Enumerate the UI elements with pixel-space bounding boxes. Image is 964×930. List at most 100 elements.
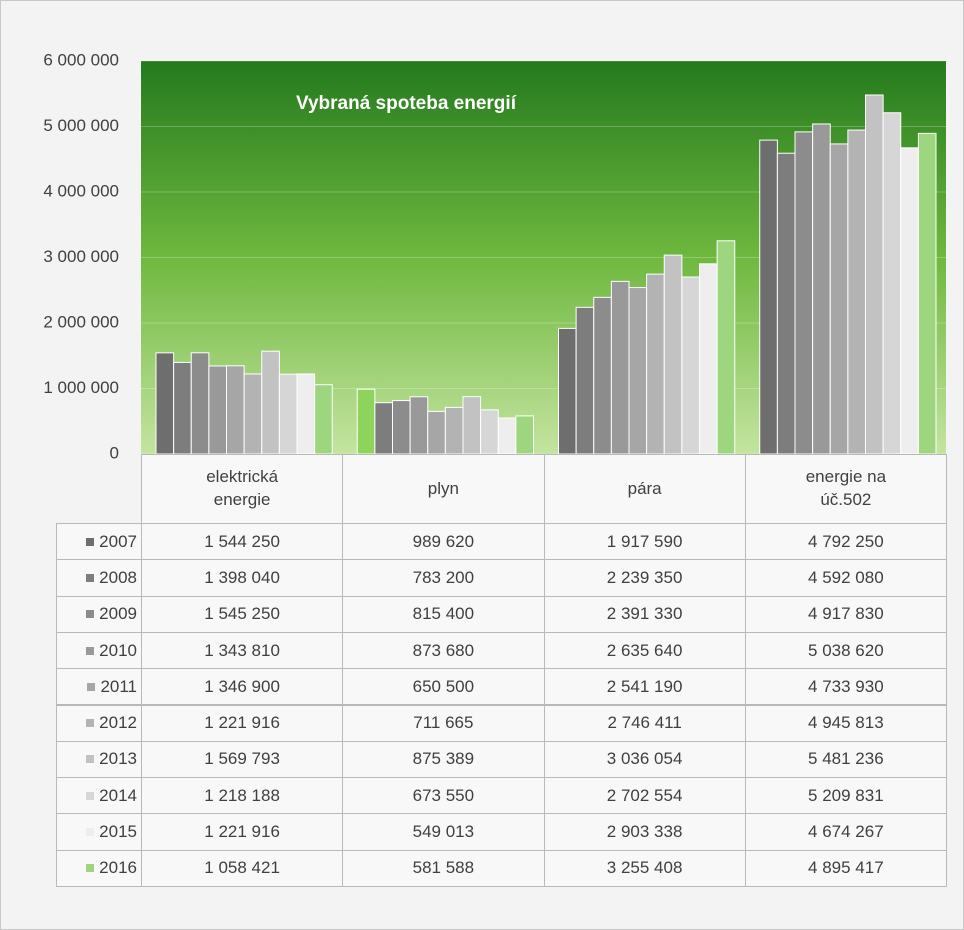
data-label-text: 989 620 bbox=[412, 531, 475, 551]
legend-entry: 2012 bbox=[56, 704, 142, 742]
bar bbox=[847, 129, 866, 455]
data-label: 1 917 590 bbox=[543, 523, 746, 561]
legend-key bbox=[86, 646, 95, 655]
category-header: plyn bbox=[342, 454, 545, 524]
data-label-text: 1 343 810 bbox=[204, 640, 280, 660]
y-tick-label: 0 bbox=[110, 443, 119, 462]
legend-entry: 2008 bbox=[56, 559, 142, 597]
y-tick-label: 5 000 000 bbox=[43, 116, 119, 135]
bar bbox=[716, 240, 736, 455]
data-label: 1 218 188 bbox=[141, 777, 344, 815]
data-label-text: 2 239 350 bbox=[606, 567, 683, 587]
legend-label: 2015 bbox=[99, 822, 137, 842]
y-tick-label: 2 000 000 bbox=[43, 312, 119, 331]
data-label-text: 3 255 408 bbox=[606, 858, 683, 878]
data-label-text: 5 038 620 bbox=[808, 640, 884, 660]
data-label: 2 391 330 bbox=[543, 595, 746, 633]
data-label-text: 5 209 831 bbox=[808, 785, 884, 805]
legend-label: 2011 bbox=[100, 676, 137, 696]
bar bbox=[917, 132, 937, 455]
data-label: 5 038 620 bbox=[744, 631, 947, 670]
bar bbox=[444, 406, 464, 455]
data-label-text: 815 400 bbox=[412, 604, 475, 624]
data-label: 875 389 bbox=[342, 740, 545, 779]
legend-key bbox=[86, 610, 95, 619]
data-label-text: 2 903 338 bbox=[606, 822, 683, 842]
bar bbox=[865, 94, 884, 455]
bar bbox=[427, 410, 446, 455]
data-label-text: 2 541 190 bbox=[606, 676, 683, 696]
bar bbox=[593, 296, 612, 455]
data-label-text: 4 592 080 bbox=[808, 567, 884, 587]
data-label: 1 545 250 bbox=[141, 595, 344, 633]
data-label-text: 1 569 793 bbox=[204, 749, 280, 769]
legend-label: 2016 bbox=[99, 858, 137, 878]
data-label-text: 1 544 250 bbox=[204, 531, 280, 551]
data-label: 2 702 554 bbox=[543, 777, 746, 815]
legend-label: 2013 bbox=[99, 749, 137, 769]
bar bbox=[462, 396, 482, 455]
data-label-text: 4 895 417 bbox=[808, 858, 884, 878]
bar bbox=[480, 409, 499, 455]
bar bbox=[314, 384, 333, 455]
data-label: 1 544 250 bbox=[141, 523, 344, 561]
data-label: 783 200 bbox=[342, 559, 545, 597]
data-label: 4 592 080 bbox=[744, 559, 947, 597]
bar bbox=[558, 327, 577, 455]
data-label: 2 746 411 bbox=[543, 704, 746, 742]
y-tick-label: 6 000 000 bbox=[43, 50, 119, 69]
legend-label: 2014 bbox=[99, 785, 137, 805]
bar bbox=[296, 373, 316, 455]
data-label-text: 650 500 bbox=[412, 676, 475, 696]
bar bbox=[900, 147, 919, 455]
bar bbox=[409, 396, 429, 455]
legend-entry: 2014 bbox=[56, 777, 142, 815]
data-label: 2 541 190 bbox=[543, 668, 746, 706]
y-tick-label: 4 000 000 bbox=[43, 181, 119, 200]
data-label-text: 4 917 830 bbox=[808, 604, 884, 624]
data-label: 4 945 813 bbox=[744, 704, 947, 742]
bar bbox=[208, 365, 227, 455]
data-label: 4 895 417 bbox=[744, 849, 947, 887]
data-label-text: 5 481 236 bbox=[808, 749, 884, 769]
legend-entry: 2011 bbox=[56, 668, 142, 706]
data-label: 1 343 810 bbox=[141, 631, 344, 670]
legend-key bbox=[86, 791, 95, 800]
category-header: energie na úč.502 bbox=[744, 454, 947, 524]
legend-label: 2012 bbox=[99, 713, 137, 733]
data-label-text: 1 917 590 bbox=[606, 531, 683, 551]
data-label: 650 500 bbox=[342, 668, 545, 706]
bar bbox=[794, 131, 814, 455]
data-label: 2 903 338 bbox=[543, 813, 746, 851]
data-label-text: 1 221 916 bbox=[204, 713, 280, 733]
y-tick-label: 3 000 000 bbox=[43, 247, 119, 266]
data-label-text: 873 680 bbox=[412, 640, 475, 660]
data-label-text: 2 391 330 bbox=[606, 604, 683, 624]
legend-label: 2010 bbox=[99, 640, 137, 660]
bar bbox=[681, 276, 700, 455]
legend-entry: 2016 bbox=[56, 849, 142, 887]
legend-key bbox=[87, 682, 96, 691]
data-label-text: 581 588 bbox=[412, 858, 475, 878]
data-label: 2 635 640 bbox=[543, 631, 746, 670]
bar bbox=[278, 373, 298, 455]
bar bbox=[356, 388, 376, 455]
bar bbox=[392, 400, 411, 455]
legend-key bbox=[86, 828, 95, 837]
data-label-text: 549 013 bbox=[412, 822, 475, 842]
bar bbox=[610, 280, 630, 455]
data-label: 4 792 250 bbox=[744, 523, 947, 561]
data-label-text: 1 545 250 bbox=[204, 604, 280, 624]
legend-key bbox=[86, 719, 95, 728]
data-label-text: 4 674 267 bbox=[808, 822, 884, 842]
data-label: 815 400 bbox=[342, 595, 545, 633]
bar bbox=[628, 287, 648, 455]
data-label: 711 665 bbox=[342, 704, 545, 742]
legend-key bbox=[86, 537, 95, 546]
data-label: 3 255 408 bbox=[543, 849, 746, 887]
bar bbox=[243, 373, 263, 455]
data-label-text: 783 200 bbox=[412, 567, 475, 587]
bar bbox=[646, 273, 665, 455]
data-label-text: 711 665 bbox=[413, 713, 474, 733]
